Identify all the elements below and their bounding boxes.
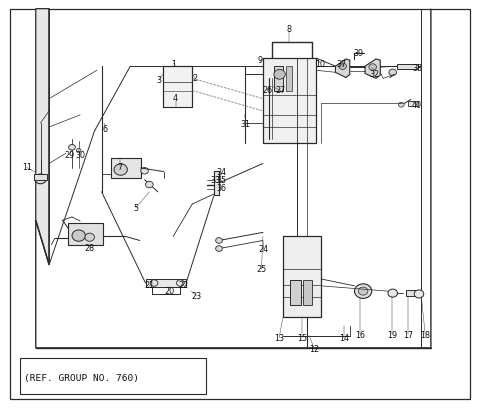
Polygon shape <box>336 59 350 78</box>
Text: 9: 9 <box>258 55 263 64</box>
Bar <box>111 158 141 177</box>
Text: 6: 6 <box>103 124 108 133</box>
Text: (REF. GROUP NO. 760): (REF. GROUP NO. 760) <box>24 374 139 383</box>
Text: 24: 24 <box>259 245 269 254</box>
Text: 36: 36 <box>217 184 227 193</box>
Text: 15: 15 <box>297 334 307 343</box>
Text: 30: 30 <box>75 151 85 160</box>
Text: 22: 22 <box>179 282 189 290</box>
Bar <box>406 290 421 296</box>
Circle shape <box>274 69 285 79</box>
Text: 4: 4 <box>173 94 178 103</box>
Text: 21: 21 <box>144 282 155 290</box>
Bar <box>20 358 205 395</box>
Circle shape <box>35 174 46 184</box>
Text: 34: 34 <box>217 168 227 177</box>
Circle shape <box>388 289 397 297</box>
Bar <box>290 280 300 305</box>
Text: 7: 7 <box>117 163 122 172</box>
Bar <box>214 171 219 195</box>
Text: 31: 31 <box>241 120 251 129</box>
Text: 39: 39 <box>353 49 363 58</box>
Bar <box>286 66 292 91</box>
Bar <box>145 279 186 287</box>
Circle shape <box>389 69 396 75</box>
Text: 23: 23 <box>191 292 201 301</box>
Circle shape <box>76 149 81 153</box>
Bar <box>163 66 192 107</box>
Circle shape <box>114 164 127 175</box>
Text: 10: 10 <box>315 60 325 69</box>
Circle shape <box>145 181 153 188</box>
Text: 8: 8 <box>286 25 291 34</box>
Circle shape <box>216 237 222 243</box>
Text: 5: 5 <box>133 204 139 213</box>
Circle shape <box>72 230 85 241</box>
Circle shape <box>150 280 158 286</box>
Circle shape <box>216 246 222 251</box>
Polygon shape <box>365 59 380 78</box>
Text: 14: 14 <box>339 334 349 343</box>
Text: 38: 38 <box>412 64 422 73</box>
Text: 18: 18 <box>420 331 430 340</box>
Text: 13: 13 <box>274 334 284 343</box>
Polygon shape <box>34 174 47 180</box>
Circle shape <box>85 233 95 241</box>
Text: 37: 37 <box>336 60 346 69</box>
Circle shape <box>398 102 404 107</box>
Polygon shape <box>36 9 49 265</box>
Text: 32: 32 <box>370 70 380 79</box>
Text: 11: 11 <box>22 163 32 172</box>
Circle shape <box>414 290 424 298</box>
Circle shape <box>369 64 376 70</box>
Text: 25: 25 <box>256 265 266 274</box>
Text: 1: 1 <box>171 60 176 69</box>
Text: 29: 29 <box>64 151 74 160</box>
Circle shape <box>355 284 372 298</box>
Circle shape <box>339 63 347 69</box>
Bar <box>263 58 316 143</box>
Circle shape <box>359 287 368 295</box>
Text: 35: 35 <box>217 176 227 185</box>
Bar <box>408 101 419 106</box>
Bar <box>303 280 312 305</box>
Bar <box>397 64 418 69</box>
Text: 17: 17 <box>403 331 413 340</box>
Text: 20: 20 <box>164 287 174 296</box>
Circle shape <box>141 168 148 174</box>
Text: 2: 2 <box>192 74 197 83</box>
Text: 19: 19 <box>387 331 397 340</box>
Bar <box>283 236 321 317</box>
Text: 12: 12 <box>309 345 319 354</box>
Text: 3: 3 <box>156 76 161 85</box>
Circle shape <box>69 144 75 150</box>
Text: 27: 27 <box>276 86 286 95</box>
Text: 28: 28 <box>84 244 95 253</box>
Text: 26: 26 <box>263 86 273 95</box>
Text: 40: 40 <box>411 102 421 111</box>
Text: 33: 33 <box>210 176 220 185</box>
Circle shape <box>177 280 184 286</box>
Bar <box>68 223 103 245</box>
Bar <box>275 66 283 91</box>
Text: 16: 16 <box>355 331 365 340</box>
